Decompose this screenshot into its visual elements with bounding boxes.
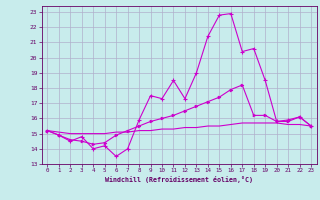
X-axis label: Windchill (Refroidissement éolien,°C): Windchill (Refroidissement éolien,°C)	[105, 176, 253, 183]
